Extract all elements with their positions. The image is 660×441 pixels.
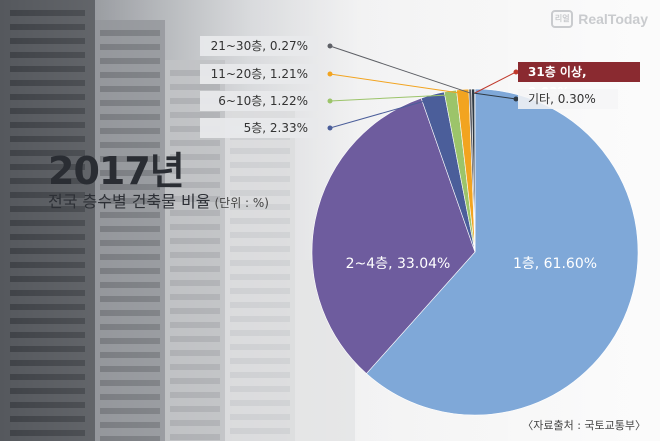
legend-label-other: 기타, 0.30%	[518, 89, 618, 109]
leader-dot-3	[327, 125, 333, 131]
leader-line-4	[329, 94, 451, 102]
leader-line-5	[329, 73, 464, 94]
brand-logo-icon: 리얼	[551, 10, 574, 28]
leader-dot-5	[327, 71, 333, 77]
leader-line-7	[474, 71, 517, 94]
brand: 리얼 RealToday	[551, 10, 648, 28]
leader-dot-4	[327, 98, 333, 104]
pie-slice-1	[366, 88, 639, 416]
source-note: 〈자료출처 : 국토교통부〉	[522, 419, 646, 432]
unit-label: (단위 : %)	[214, 196, 269, 210]
leader-dot-6	[327, 43, 333, 49]
subtitle-text: 전국 층수별 건축물 비율	[48, 192, 211, 211]
leader-line-3	[329, 98, 434, 129]
legend-label-6-10f: 6~10층, 1.22%	[200, 91, 318, 111]
chart-subtitle: 전국 층수별 건축물 비율 (단위 : %)	[48, 188, 269, 212]
leader-dot-7	[513, 69, 519, 75]
pie-label-2-4f: 2~4층, 33.04%	[346, 256, 451, 272]
year-title: 2017년	[48, 149, 185, 193]
legend-label-21-30f: 21~30층, 0.27%	[200, 36, 318, 56]
leader-dot-8	[513, 96, 519, 102]
leader-line-8	[473, 92, 517, 100]
legend-label-5f: 5층, 2.33%	[200, 118, 318, 138]
pie-label-1f: 1층, 61.60%	[513, 256, 597, 272]
brand-name: RealToday	[578, 11, 648, 27]
legend-label-11-20f: 11~20층, 1.21%	[200, 64, 318, 84]
legend-label-31f-plus: 31층 이상, 0.03%	[518, 62, 640, 99]
pie-slice-2	[311, 97, 476, 375]
leader-line-6	[329, 45, 471, 94]
